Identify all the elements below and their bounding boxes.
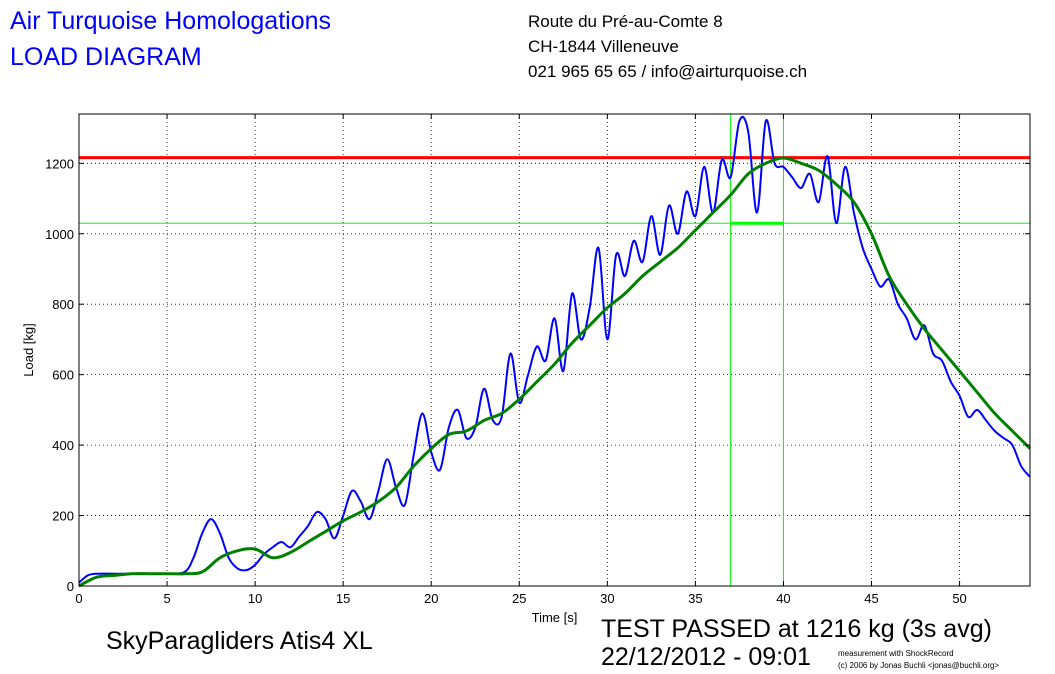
y-axis-label: Load [kg] <box>21 323 36 377</box>
plot-frame <box>78 113 1031 587</box>
x-tick-label: 45 <box>864 591 878 606</box>
x-axis-label: Time [s] <box>532 610 578 625</box>
x-tick-label: 10 <box>248 591 262 606</box>
x-tick-label: 15 <box>336 591 350 606</box>
test-datetime: 22/12/2012 - 09:01 <box>601 643 811 671</box>
x-tick-label: 30 <box>600 591 614 606</box>
app-title: Air Turquoise Homologations <box>10 7 331 35</box>
address-line-3: 021 965 65 65 / info@airturquoise.ch <box>528 62 808 81</box>
x-tick-label: 5 <box>163 591 170 606</box>
ticks: 0 5 10 15 20 25 30 35 40 45 50 0 200 400 600 800 1000 120… <box>45 114 1030 606</box>
address-line-1: Route du Pré-au-Comte 8 <box>528 12 723 31</box>
credit-line-1: measurement with ShockRecord <box>838 649 954 658</box>
x-tick-label: 25 <box>512 591 526 606</box>
y-tick-label: 600 <box>52 368 74 383</box>
x-tick-label: 50 <box>952 591 966 606</box>
credit-line-2: (c) 2006 by Jonas Buchli <jonas@buchli.o… <box>838 661 1000 670</box>
y-tick-label: 0 <box>67 579 74 594</box>
raw-load-series <box>78 115 1031 584</box>
x-tick-label: 35 <box>688 591 702 606</box>
y-tick-label: 800 <box>52 297 74 312</box>
x-tick-label: 0 <box>75 591 82 606</box>
average-load-series <box>78 156 1032 588</box>
y-tick-label: 1000 <box>45 227 74 242</box>
y-tick-label: 400 <box>52 438 74 453</box>
marker-lines <box>79 114 1030 586</box>
x-tick-label: 20 <box>424 591 438 606</box>
glider-name: SkyParagliders Atis4 XL <box>106 627 373 655</box>
x-tick-label: 40 <box>776 591 790 606</box>
series <box>78 115 1032 588</box>
y-tick-label: 200 <box>52 509 74 524</box>
grid <box>79 114 1030 586</box>
y-tick-label: 1200 <box>45 156 74 171</box>
address-line-2: CH-1844 Villeneuve <box>528 37 679 56</box>
test-result: TEST PASSED at 1216 kg (3s avg) <box>601 615 992 643</box>
diagram-title: LOAD DIAGRAM <box>10 43 202 71</box>
